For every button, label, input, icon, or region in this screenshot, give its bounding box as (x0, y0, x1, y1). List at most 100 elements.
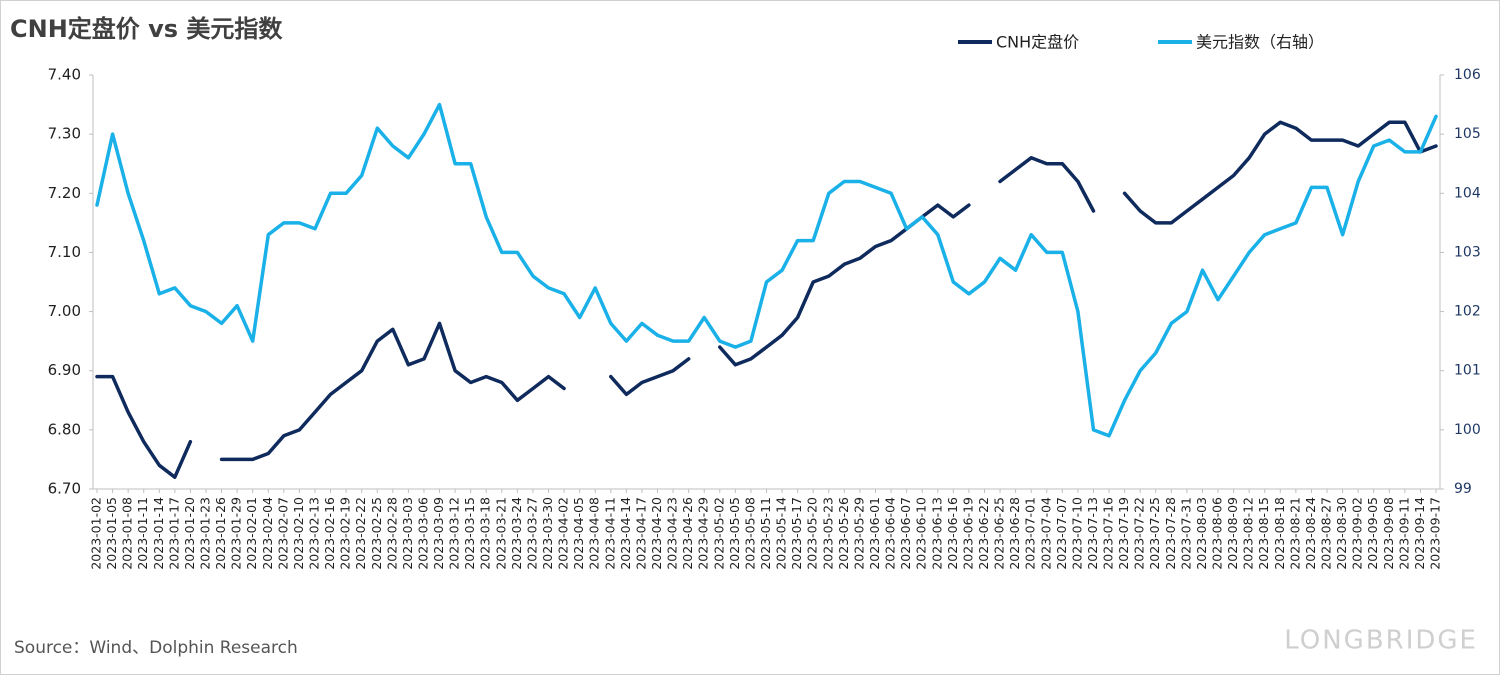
x-tick-label: 2023-03-24 (509, 497, 524, 570)
source: Source：Wind、Dolphin Research (14, 638, 298, 658)
x-tick-label: 2023-01-14 (151, 497, 166, 570)
x-tick-label: 2023-06-16 (945, 497, 960, 570)
x-tick-label: 2023-03-15 (462, 497, 477, 570)
x-tick-label: 2023-02-28 (384, 497, 399, 570)
y2-tick-label: 100 (1454, 422, 1481, 438)
x-tick-label: 2023-09-05 (1365, 497, 1380, 570)
x-tick-label: 2023-06-07 (898, 497, 913, 570)
x-tick-label: 2023-04-14 (618, 497, 633, 570)
x-tick-label: 2023-07-31 (1178, 497, 1193, 570)
x-tick-label: 2023-05-29 (851, 497, 866, 570)
x-tick-label: 2023-07-19 (1116, 497, 1131, 570)
x-tick-label: 2023-09-17 (1428, 497, 1443, 570)
y2-tick-label: 99 (1454, 481, 1472, 497)
x-tick-label: 2023-08-06 (1210, 497, 1225, 570)
x-tick-label: 2023-05-14 (774, 497, 789, 570)
y2-tick-label: 102 (1454, 304, 1481, 320)
x-tick-label: 2023-03-30 (540, 497, 555, 570)
x-tick-label: 2023-05-11 (758, 497, 773, 570)
x-tick-label: 2023-04-26 (680, 497, 695, 570)
x-tick-label: 2023-04-11 (602, 497, 617, 570)
y2-tick-label: 105 (1454, 126, 1481, 142)
series-line (219, 321, 566, 462)
y-tick-label: 6.70 (48, 480, 81, 498)
y2-tick-label: 104 (1454, 185, 1481, 201)
x-tick-label: 2023-03-27 (524, 497, 539, 570)
x-tick-label: 2023-05-08 (742, 497, 757, 570)
series-line (1122, 120, 1438, 225)
x-tick-label: 2023-02-25 (369, 497, 384, 570)
x-tick-label: 2023-07-10 (1069, 497, 1084, 570)
x-tick-label: 2023-02-22 (353, 497, 368, 570)
y-tick-label: 6.90 (48, 361, 81, 379)
x-tick-label: 2023-06-25 (992, 497, 1007, 570)
x-tick-label: 2023-05-26 (836, 497, 851, 570)
x-tick-label: 2023-09-14 (1412, 497, 1427, 570)
x-tick-label: 2023-07-04 (1038, 497, 1053, 570)
x-tick-label: 2023-03-06 (415, 497, 430, 570)
x-tick-label: 2023-04-23 (665, 497, 680, 570)
x-tick-label: 2023-01-17 (166, 497, 181, 570)
x-tick-label: 2023-08-03 (1194, 497, 1209, 570)
y2-tick-label: 103 (1454, 244, 1481, 260)
x-tick-label: 2023-01-26 (213, 497, 228, 570)
x-tick-label: 2023-05-05 (727, 497, 742, 570)
x-tick-label: 2023-09-11 (1396, 497, 1411, 570)
y-tick-label: 7.20 (48, 184, 81, 202)
x-tick-label: 2023-04-02 (556, 497, 571, 570)
x-tick-label: 2023-08-15 (1256, 497, 1271, 570)
x-tick-label: 2023-01-20 (182, 497, 197, 570)
x-tick-label: 2023-07-07 (1054, 497, 1069, 570)
x-tick-label: 2023-02-16 (322, 497, 337, 570)
x-tick-label: 2023-05-20 (805, 497, 820, 570)
x-tick-label: 2023-07-22 (1132, 497, 1147, 570)
x-tick-label: 2023-01-11 (135, 497, 150, 570)
x-tick-label: 2023-06-19 (960, 497, 975, 570)
y2-tick-label: 101 (1454, 363, 1481, 379)
y-tick-label: 7.40 (48, 66, 81, 84)
y-tick-label: 7.30 (48, 125, 81, 143)
legend-label: 美元指数（右轴） (1196, 33, 1324, 52)
series-line (718, 203, 971, 367)
x-tick-label: 2023-01-23 (197, 497, 212, 570)
x-tick-label: 2023-06-10 (914, 497, 929, 570)
x-tick-label: 2023-01-05 (104, 497, 119, 570)
x-tick-label: 2023-02-04 (260, 497, 275, 570)
y2-tick-label: 106 (1454, 67, 1481, 83)
x-tick-label: 2023-03-09 (431, 497, 446, 570)
x-tick-label: 2023-08-18 (1272, 497, 1287, 570)
x-tick-label: 2023-08-12 (1241, 497, 1256, 570)
x-tick-label: 2023-02-07 (275, 497, 290, 570)
y-tick-label: 7.00 (48, 302, 81, 320)
x-tick-label: 2023-04-08 (587, 497, 602, 570)
x-tick-label: 2023-02-01 (244, 497, 259, 570)
x-tick-label: 2023-02-13 (306, 497, 321, 570)
series-line (95, 102, 1438, 438)
x-tick-label: 2023-03-03 (400, 497, 415, 570)
x-tick-label: 2023-09-08 (1381, 497, 1396, 570)
x-tick-label: 2023-01-08 (120, 497, 135, 570)
x-tick-label: 2023-04-29 (696, 497, 711, 570)
x-tick-label: 2023-05-02 (711, 497, 726, 570)
x-tick-label: 2023-07-28 (1163, 497, 1178, 570)
x-tick-label: 2023-03-12 (447, 497, 462, 570)
series-line (998, 156, 1096, 213)
x-tick-label: 2023-04-17 (633, 497, 648, 570)
y-tick-label: 7.10 (48, 243, 81, 261)
x-tick-label: 2023-07-13 (1085, 497, 1100, 570)
x-tick-label: 2023-06-04 (883, 497, 898, 570)
x-tick-label: 2023-03-18 (478, 497, 493, 570)
x-tick-label: 2023-06-13 (929, 497, 944, 570)
x-tick-label: 2023-03-21 (493, 497, 508, 570)
x-tick-label: 2023-05-17 (789, 497, 804, 570)
x-tick-label: 2023-04-05 (571, 497, 586, 570)
x-tick-label: 2023-06-01 (867, 497, 882, 570)
series-line (609, 357, 691, 397)
x-tick-label: 2023-08-24 (1303, 497, 1318, 570)
x-tick-label: 2023-08-30 (1334, 497, 1349, 570)
series-line (95, 374, 193, 479)
watermark: LONGBRIDGE (1284, 626, 1478, 656)
x-tick-label: 2023-06-28 (1007, 497, 1022, 570)
x-tick-label: 2023-06-22 (976, 497, 991, 570)
